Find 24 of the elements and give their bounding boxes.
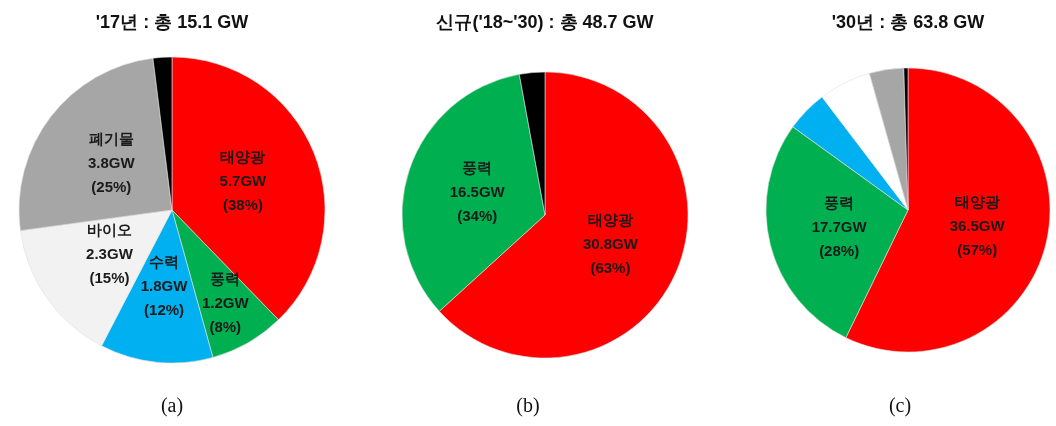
slice-label: 풍력 <box>210 269 241 287</box>
slice-label: 폐기물 <box>88 130 134 148</box>
chart-title: '17년 : 총 15.1 GW <box>95 12 249 32</box>
data-label: 5.7GW (38%) <box>219 172 268 214</box>
data-label: 16.5GW (34%) <box>449 183 506 225</box>
data-label: 30.8GW (63%) <box>582 234 639 276</box>
data-label: 36.5GW (57%) <box>949 216 1006 258</box>
data-label: 3.8GW (25%) <box>88 154 136 196</box>
slice-label: 태양광 <box>587 210 633 228</box>
slice-label: 풍력 <box>824 194 855 212</box>
chart-title: '30년 : 총 63.8 GW <box>831 12 985 32</box>
slice-label: 태양광 <box>220 148 266 166</box>
data-label: 1.8GW (12%) <box>140 277 189 319</box>
slice-label: 수력 <box>149 253 180 271</box>
slice-label: 풍력 <box>462 159 493 177</box>
text: (a) <box>160 394 184 417</box>
chart-title: 신규('18~'30) : 총 48.7 GW <box>436 12 654 32</box>
text: (b) <box>516 394 540 417</box>
slice-label: 바이오 <box>86 221 132 239</box>
slice-label: 태양광 <box>954 192 1000 210</box>
data-label: 2.3GW (15%) <box>86 245 134 287</box>
data-label: 1.2GW (8%) <box>201 293 250 335</box>
data-label: 17.7GW (28%) <box>811 218 868 260</box>
text: (c) <box>888 394 912 417</box>
